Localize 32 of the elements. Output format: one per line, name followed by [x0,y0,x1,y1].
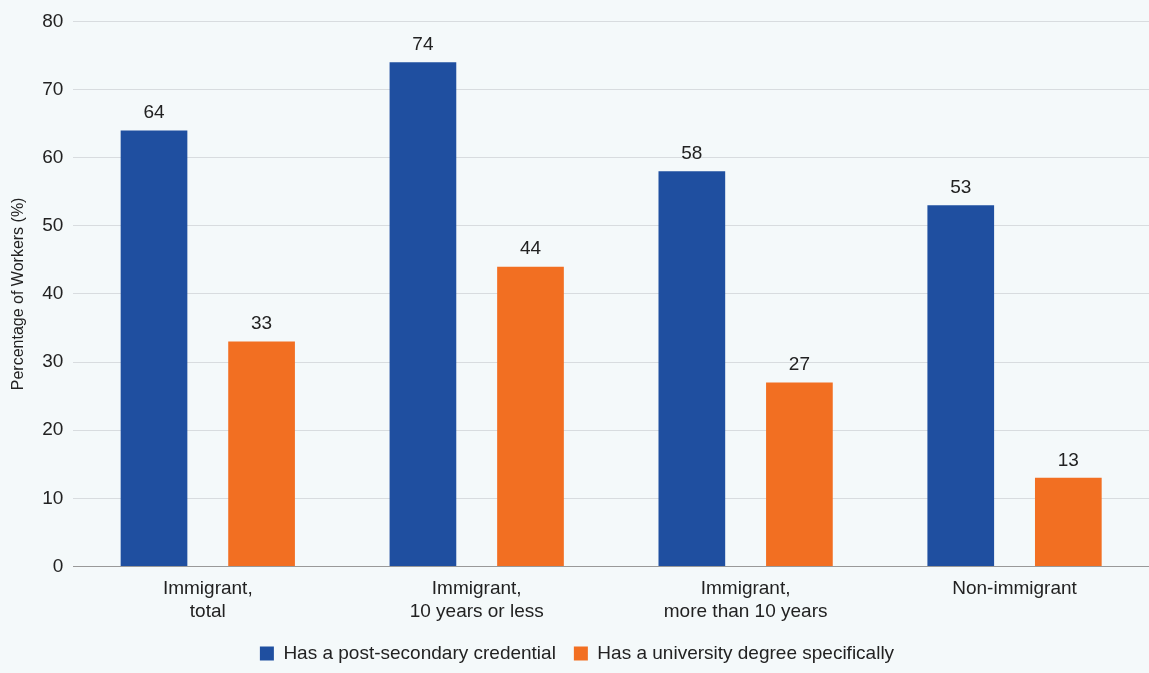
x-tick-label: Non-immigrant [952,577,1078,599]
bar [927,205,995,566]
bar [497,266,564,566]
bar [389,62,457,566]
bar [228,341,295,566]
data-label: 33 [251,312,273,334]
y-tick-label: 40 [42,282,64,304]
x-tick-label: Immigrant, total [162,577,253,621]
y-tick-label: 20 [42,418,64,440]
y-tick-label: 10 [42,486,64,508]
data-label: 58 [681,142,703,164]
bar [1034,477,1102,566]
data-label: 27 [788,353,810,375]
data-label: 44 [519,237,542,259]
x-tick-label: Immigrant, 10 years or less [409,577,544,621]
y-axis-title: Percentage of Workers (%) [9,197,27,391]
data-label: 64 [143,101,166,123]
bar [658,171,726,566]
data-label: 53 [950,176,972,198]
legend-label: Has a university degree specifically [597,641,895,663]
y-tick-label: 0 [52,554,64,576]
y-tick-label: 70 [42,77,64,99]
y-tick-label: 50 [42,214,64,236]
x-tick-label: Immigrant, more than 10 years [663,577,828,621]
data-label: 74 [412,33,434,55]
y-tick-label: 60 [42,145,64,167]
bar [120,130,188,566]
y-tick-label: 30 [42,350,64,372]
legend-label: Has a post-secondary credential [283,641,556,663]
data-label: 13 [1057,448,1079,470]
bar [766,382,833,566]
y-tick-label: 80 [42,9,64,31]
